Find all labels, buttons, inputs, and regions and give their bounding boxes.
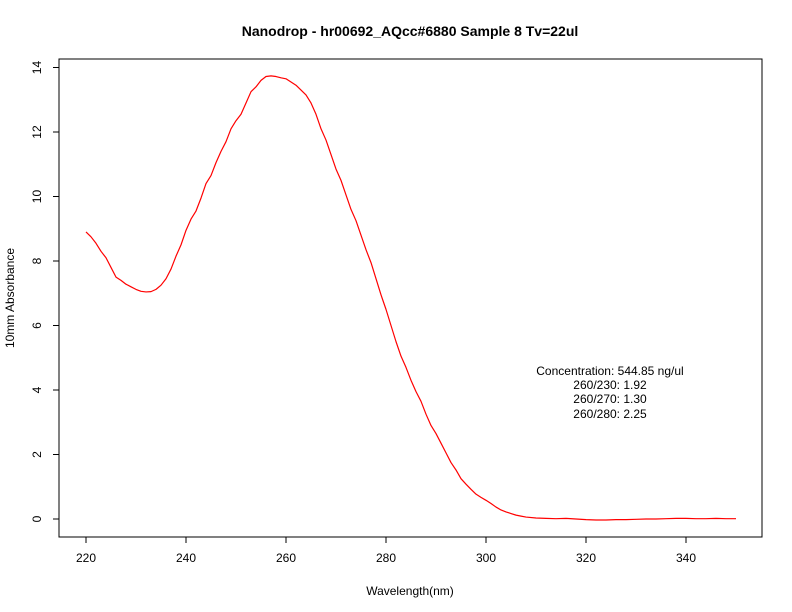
x-axis-label: Wavelength(nm): [366, 584, 454, 598]
x-axis: 220 240 260 280 300 320 340: [76, 537, 696, 565]
x-tick-label: 300: [476, 551, 496, 565]
annotation-block: Concentration: 544.85 ng/ul 260/230: 1.9…: [536, 364, 683, 421]
plot-frame: [58, 58, 763, 538]
annotation-260-280: 260/280: 2.25: [573, 407, 647, 421]
y-axis: 0 2 4 6 8 10 12 14: [30, 61, 59, 522]
absorbance-line: [85, 75, 736, 521]
y-axis-label: 10mm Absorbance: [3, 248, 17, 348]
y-tick-label: 0: [30, 515, 44, 522]
x-tick-label: 220: [76, 551, 96, 565]
y-tick-label: 6: [30, 322, 44, 329]
x-tick-label: 340: [676, 551, 696, 565]
annotation-concentration: Concentration: 544.85 ng/ul: [536, 364, 683, 378]
y-tick-label: 14: [30, 61, 44, 75]
chart-title: Nanodrop - hr00692_AQcc#6880 Sample 8 Tv…: [242, 23, 579, 39]
x-tick-label: 320: [576, 551, 596, 565]
y-tick-label: 2: [30, 451, 44, 458]
y-tick-label: 8: [30, 257, 44, 264]
x-tick-label: 280: [376, 551, 396, 565]
x-tick-label: 240: [176, 551, 196, 565]
x-tick-label: 260: [276, 551, 296, 565]
y-tick-label: 10: [30, 190, 44, 204]
annotation-260-270: 260/270: 1.30: [573, 392, 647, 406]
y-tick-label: 12: [30, 125, 44, 139]
y-tick-label: 4: [30, 386, 44, 393]
annotation-260-230: 260/230: 1.92: [573, 378, 647, 392]
